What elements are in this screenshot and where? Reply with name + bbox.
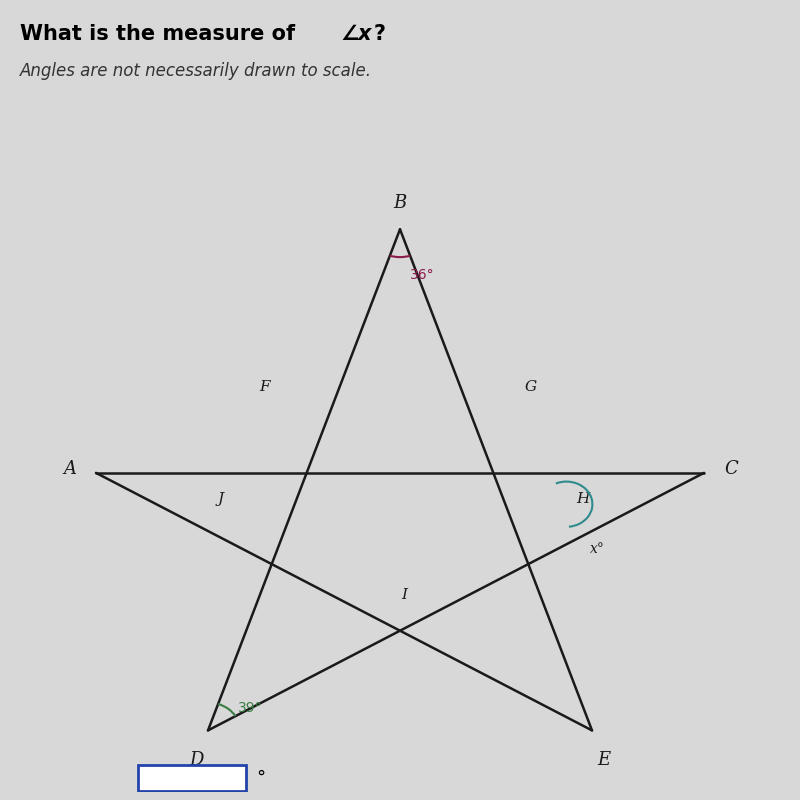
Text: What is the measure of: What is the measure of bbox=[20, 24, 302, 44]
Text: 39°: 39° bbox=[238, 701, 263, 715]
Text: G: G bbox=[525, 379, 537, 394]
Text: H: H bbox=[576, 492, 590, 506]
Text: Angles are not necessarily drawn to scale.: Angles are not necessarily drawn to scal… bbox=[20, 62, 372, 80]
Text: B: B bbox=[394, 194, 406, 212]
Text: ?: ? bbox=[374, 24, 386, 44]
Text: ∠: ∠ bbox=[340, 24, 358, 44]
Text: x°: x° bbox=[590, 542, 606, 557]
Text: x: x bbox=[358, 24, 371, 44]
Text: I: I bbox=[401, 588, 407, 602]
FancyBboxPatch shape bbox=[138, 766, 246, 790]
Text: F: F bbox=[259, 379, 270, 394]
Text: 36°: 36° bbox=[410, 267, 434, 282]
Text: J: J bbox=[218, 492, 224, 506]
Text: °: ° bbox=[256, 769, 265, 787]
Text: D: D bbox=[189, 751, 203, 770]
Text: E: E bbox=[598, 751, 610, 770]
Text: C: C bbox=[724, 461, 738, 478]
Text: A: A bbox=[63, 461, 76, 478]
